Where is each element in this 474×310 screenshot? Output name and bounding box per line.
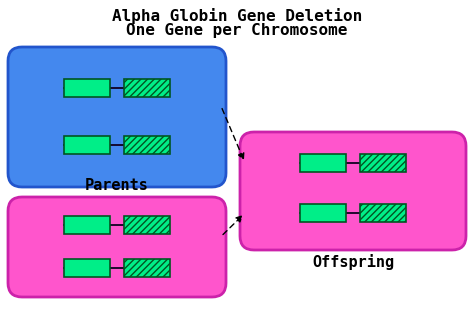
Text: Parents: Parents [85,178,149,193]
Text: Alpha Globin Gene Deletion: Alpha Globin Gene Deletion [112,8,362,24]
Bar [64,79,110,97]
Text: One Gene per Chromosome: One Gene per Chromosome [126,24,348,38]
Bar [360,154,406,172]
Bar [300,154,346,172]
Bar [64,216,110,234]
FancyBboxPatch shape [8,47,226,187]
Bar [300,204,346,222]
Bar [124,259,170,277]
Bar [124,79,170,97]
Bar [64,136,110,154]
Text: Offspring: Offspring [312,254,394,270]
Bar [124,136,170,154]
Bar [124,216,170,234]
FancyBboxPatch shape [8,197,226,297]
Bar [360,204,406,222]
Bar [64,259,110,277]
FancyBboxPatch shape [240,132,466,250]
